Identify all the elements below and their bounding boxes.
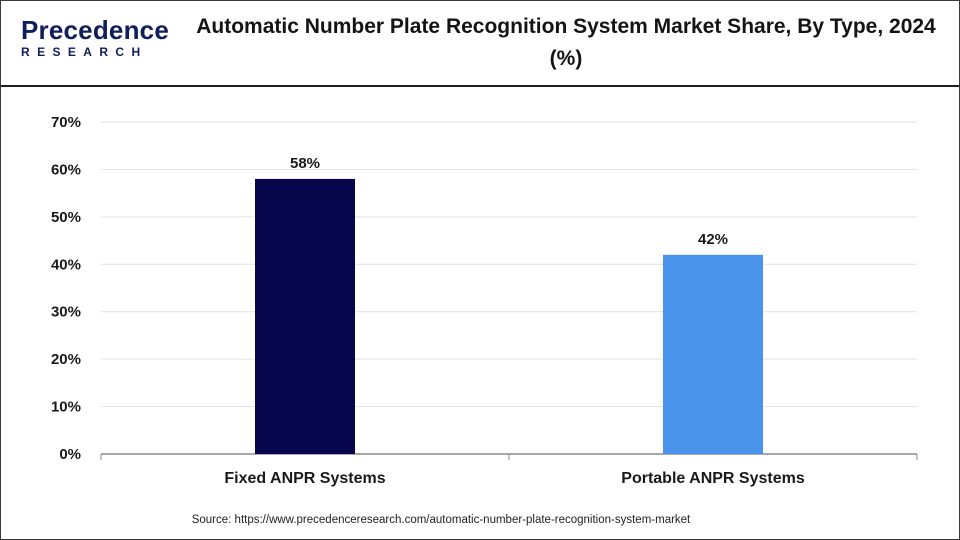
data-label: 58% <box>290 155 320 172</box>
x-category-label: Fixed ANPR Systems <box>224 470 385 487</box>
y-tick-label: 0% <box>59 446 81 463</box>
y-tick-label: 20% <box>51 351 81 368</box>
y-tick-label: 50% <box>51 209 81 226</box>
bar-chart: 0% 10% 20% 30% 40% 50% 60% 70% 58% Fixed ANPR Sys… <box>51 114 918 487</box>
y-tick-label: 40% <box>51 256 81 273</box>
source-note: Source: https://www.precedenceresearch.c… <box>191 514 691 526</box>
y-tick-label: 70% <box>51 114 81 131</box>
y-tick-label: 60% <box>51 161 81 178</box>
chart-title: Automatic Number Plate Recognition Syste… <box>196 15 936 70</box>
logo-word: Precedence <box>21 15 169 45</box>
y-tick-label: 30% <box>51 304 81 321</box>
bar <box>663 254 763 454</box>
bar <box>255 178 355 454</box>
logo-subtext: RESEARCH <box>21 45 148 59</box>
y-tick-label: 10% <box>51 399 81 416</box>
x-category-label: Portable ANPR Systems <box>621 470 805 487</box>
data-label: 42% <box>698 231 728 248</box>
header: Precedence RESEARCH Automatic Number Pla… <box>1 1 959 87</box>
brand-logo: Precedence RESEARCH <box>15 15 169 67</box>
